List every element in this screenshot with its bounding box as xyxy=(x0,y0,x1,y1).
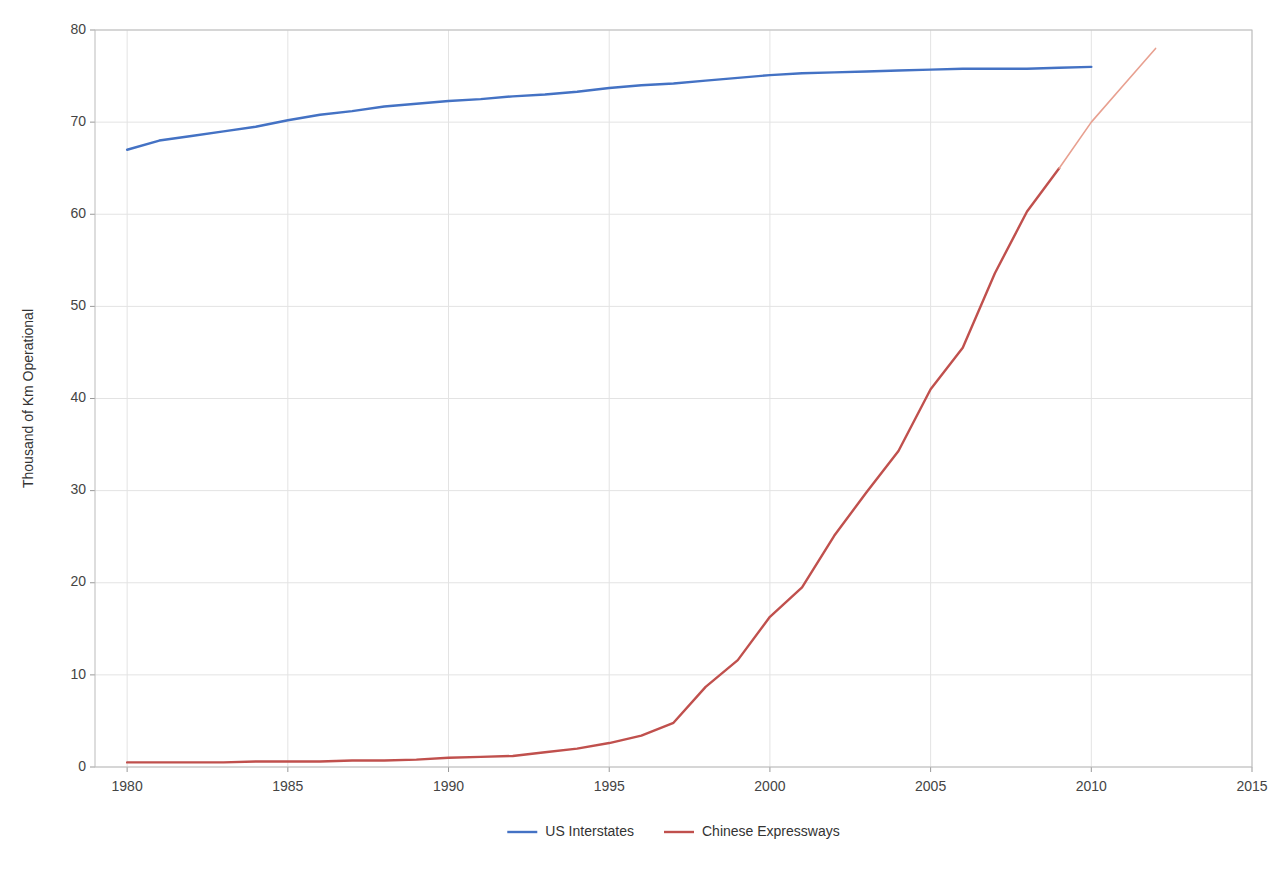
tick-mark xyxy=(609,767,610,772)
tick-mark xyxy=(127,767,128,772)
tick-label: 2015 xyxy=(1236,778,1267,794)
tick-mark xyxy=(1252,767,1253,772)
tick-label: 30 xyxy=(70,481,86,497)
grid-line xyxy=(1091,30,1092,767)
series-line xyxy=(1059,48,1155,168)
tick-mark xyxy=(90,582,95,583)
tick-mark xyxy=(90,122,95,123)
tick-mark xyxy=(448,767,449,772)
tick-label: 1990 xyxy=(433,778,464,794)
tick-mark xyxy=(769,767,770,772)
tick-label: 40 xyxy=(70,389,86,405)
tick-mark xyxy=(90,214,95,215)
grid-line xyxy=(95,306,1252,307)
grid-line xyxy=(769,30,770,767)
tick-label: 2010 xyxy=(1076,778,1107,794)
grid-line xyxy=(95,398,1252,399)
series-line xyxy=(127,168,1059,762)
tick-label: 0 xyxy=(78,758,86,774)
tick-mark xyxy=(90,306,95,307)
plot-frame xyxy=(95,30,1252,767)
tick-label: 60 xyxy=(70,205,86,221)
tick-mark xyxy=(287,767,288,772)
legend-item: US Interstates xyxy=(507,823,634,839)
tick-label: 50 xyxy=(70,297,86,313)
grid-line xyxy=(95,122,1252,123)
grid-line xyxy=(609,30,610,767)
grid-line xyxy=(95,582,1252,583)
grid-line xyxy=(448,30,449,767)
tick-mark xyxy=(90,767,95,768)
tick-label: 70 xyxy=(70,113,86,129)
tick-label: 20 xyxy=(70,573,86,589)
grid-line xyxy=(95,490,1252,491)
legend: US Interstates Chinese Expressways xyxy=(507,823,839,839)
tick-label: 10 xyxy=(70,666,86,682)
tick-mark xyxy=(90,398,95,399)
tick-mark xyxy=(90,30,95,31)
tick-label: 2005 xyxy=(915,778,946,794)
tick-label: 1980 xyxy=(112,778,143,794)
tick-label: 80 xyxy=(70,21,86,37)
tick-mark xyxy=(90,674,95,675)
tick-label: 1985 xyxy=(272,778,303,794)
lines xyxy=(127,48,1155,762)
grid-line xyxy=(930,30,931,767)
axis-label: Thousand of Km Operational xyxy=(20,309,36,488)
tick-mark xyxy=(1091,767,1092,772)
legend-item: Chinese Expressways xyxy=(664,823,840,839)
chart: 0 10 20 30 40 50 60 70 80 1980 1985 1990 1995 2000 200… xyxy=(0,0,1287,877)
grid xyxy=(95,30,1252,767)
tick-label: 2000 xyxy=(754,778,785,794)
grid-line xyxy=(287,30,288,767)
tick-label: 1995 xyxy=(594,778,625,794)
legend-swatch xyxy=(507,831,537,833)
grid-line xyxy=(127,30,128,767)
legend-label: US Interstates xyxy=(545,823,634,839)
legend-swatch xyxy=(664,831,694,833)
axes: 0 10 20 30 40 50 60 70 80 1980 1985 1990 1995 2000 200… xyxy=(70,21,1267,794)
grid-line xyxy=(95,214,1252,215)
tick-mark xyxy=(90,490,95,491)
tick-mark xyxy=(930,767,931,772)
series-line xyxy=(127,67,1091,150)
grid-line xyxy=(95,674,1252,675)
legend-label: Chinese Expressways xyxy=(702,823,840,839)
